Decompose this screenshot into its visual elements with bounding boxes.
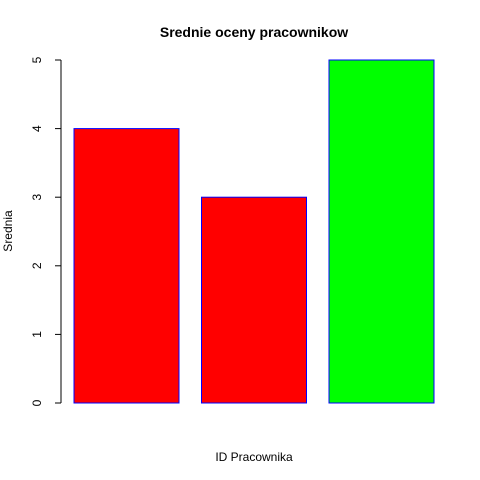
bar-3 bbox=[328, 59, 435, 404]
y-tick-label-5: 5 bbox=[30, 56, 44, 63]
bar-2 bbox=[201, 196, 307, 404]
y-tick-label-1: 1 bbox=[30, 331, 44, 338]
y-tick-label-2: 2 bbox=[30, 262, 44, 269]
y-axis-label: Srednia bbox=[1, 210, 15, 252]
y-tick-label-4: 4 bbox=[30, 125, 44, 132]
y-axis: 0 1 2 3 4 5 bbox=[30, 56, 62, 406]
x-axis-label: ID Pracownika bbox=[215, 450, 293, 464]
bars-group bbox=[73, 59, 435, 404]
y-tick-label-0: 0 bbox=[30, 399, 44, 406]
y-tick-label-3: 3 bbox=[30, 194, 44, 201]
chart-title: Srednie oceny pracownikow bbox=[160, 24, 348, 40]
bar-1 bbox=[73, 128, 180, 404]
